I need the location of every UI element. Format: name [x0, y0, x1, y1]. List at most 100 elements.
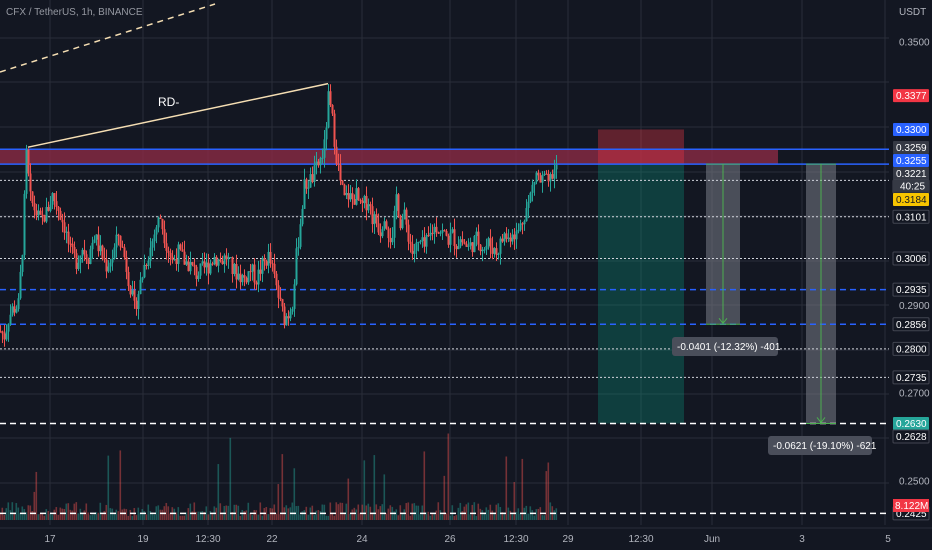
candle-body [541, 174, 544, 183]
candle-body [69, 243, 72, 245]
volume-bar [461, 511, 464, 520]
candle-body [281, 299, 284, 307]
price-axis[interactable]: 0.3500 0.2900 0.2700 0.2500 0.3377 0.3300 0.32… [889, 0, 932, 550]
candle-body [321, 157, 324, 159]
volume-bar [199, 511, 202, 520]
volume-bar [219, 503, 222, 520]
volume-bar [359, 513, 362, 520]
volume-bar [63, 509, 66, 520]
candle-body [471, 242, 474, 253]
candle-body [181, 249, 184, 252]
candle-body [367, 204, 370, 211]
stop-loss-zone[interactable] [598, 129, 684, 165]
candle-body [447, 235, 450, 245]
volume-bar [487, 509, 490, 520]
candle-body [157, 217, 160, 228]
volume-bar [509, 510, 512, 520]
price-badge-label: 0.2425 [896, 509, 927, 520]
candle-body [261, 257, 264, 274]
candle-body [17, 298, 20, 310]
candle-body [439, 232, 442, 234]
candle-body [381, 229, 384, 237]
volume-bar [211, 513, 214, 520]
volume-bar [355, 509, 358, 520]
candle-body [93, 239, 96, 243]
volume-bar [0, 512, 2, 520]
volume-bar [279, 514, 282, 520]
candle-body [195, 266, 198, 280]
volume-bar [103, 511, 106, 520]
volume-bar [481, 510, 484, 520]
time-tick-label: 29 [562, 534, 574, 545]
candle-body [51, 193, 54, 205]
candle-body [365, 195, 368, 211]
volume-bar [35, 471, 38, 520]
candle-body [75, 253, 78, 269]
price-badge-label: 0.3221 [896, 169, 927, 180]
volume-bar [257, 514, 260, 520]
candle-body [347, 192, 350, 200]
time-axis[interactable]: 17 19 12:30 22 24 26 12:30 29 12:30 Jun 3 5 [0, 527, 932, 550]
candle-body [485, 245, 488, 250]
candle-body [315, 161, 318, 166]
volume-bar [17, 507, 20, 520]
volume-bar [495, 504, 498, 520]
volume-bar [49, 513, 52, 520]
candle-body [221, 261, 224, 265]
rd-label: RD- [158, 95, 179, 109]
volume-bar [235, 504, 238, 520]
candle-body [213, 256, 216, 265]
volume-bar [91, 514, 94, 520]
candle-body [483, 249, 486, 251]
volume-bar [347, 478, 350, 520]
candle-body [343, 184, 346, 196]
price-badge [893, 153, 929, 167]
dashed-trendline[interactable] [0, 3, 216, 73]
candle-body [299, 224, 302, 247]
candle-body [425, 235, 428, 247]
candle-body [429, 232, 432, 236]
volume-bar [297, 505, 300, 520]
candle-body [151, 241, 154, 248]
volume-bar [175, 512, 178, 520]
countdown-label: 40:25 [900, 181, 925, 192]
time-tick-label: 26 [444, 534, 456, 545]
volume-bar [81, 512, 84, 520]
candle-body [177, 244, 180, 264]
candle-body [335, 146, 338, 164]
volume-bar [79, 508, 82, 520]
candle-body [231, 257, 234, 275]
rd-trendline[interactable] [27, 82, 329, 148]
candle-body [515, 231, 518, 240]
take-profit-zone[interactable] [598, 164, 684, 424]
volume-bar [99, 502, 102, 520]
volume-bar [173, 508, 176, 520]
price-badge [892, 429, 930, 444]
candle-body [549, 174, 552, 182]
volume-bar [317, 510, 320, 520]
candle-body [11, 306, 14, 315]
candle-body [457, 246, 460, 250]
candle-body [461, 239, 464, 243]
volume-bar [531, 510, 534, 520]
candle-body [111, 258, 114, 263]
volume-bar [155, 506, 158, 520]
volume-bar [75, 502, 78, 520]
candle-body [27, 149, 30, 174]
price-badge-label: 0.3259 [896, 143, 927, 154]
candle-body [43, 215, 46, 222]
candle-body [163, 229, 166, 244]
candle-body [455, 246, 458, 250]
volume-bar [299, 514, 302, 520]
resistance-zone[interactable] [0, 149, 778, 165]
volume-bar [273, 504, 276, 520]
volume-bar [203, 511, 206, 520]
candle-body [229, 257, 232, 259]
volume-bar [457, 507, 460, 520]
candle-body [189, 262, 192, 272]
candle-body [349, 193, 352, 200]
volume-bar [525, 505, 528, 520]
symbol-title[interactable]: CFX / TetherUS, 1h, BINANCE [6, 7, 143, 18]
candle-body [313, 165, 316, 182]
